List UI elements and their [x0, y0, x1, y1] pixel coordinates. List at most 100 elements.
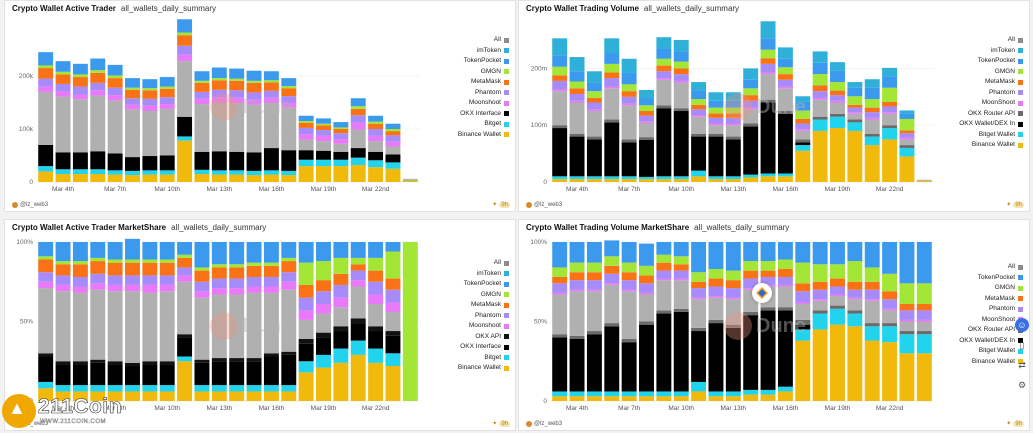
bar-segment [743, 389, 759, 395]
bar-segment [639, 292, 654, 295]
bar-segment [350, 257, 366, 265]
bar-segment [656, 65, 672, 72]
bar-segment [812, 299, 828, 301]
bar-segment [350, 157, 366, 166]
bar-segment [639, 105, 654, 112]
query-name[interactable]: all_wallets_daily_summary [643, 4, 740, 13]
query-name[interactable]: all_wallets_daily_summary [171, 223, 267, 232]
legend-item[interactable]: TokenPocket [959, 56, 1023, 67]
legend-item[interactable]: Phantom [458, 311, 509, 322]
bar-segment [673, 74, 689, 81]
bar-segment [656, 262, 672, 271]
bar-segment [159, 291, 175, 362]
legend-item[interactable]: OKX Wallet/DEX In [959, 119, 1023, 130]
bar-segment [673, 80, 689, 83]
legend-swatch [504, 79, 509, 85]
legend-item[interactable]: MetaMask [458, 77, 509, 88]
author-link[interactable]: @lz_web3 [526, 202, 562, 208]
legend-item[interactable]: OKX Router API [959, 109, 1023, 120]
bar-segment [604, 176, 620, 180]
legend-item[interactable]: TokenPocket [458, 279, 509, 290]
bar-segment [298, 297, 314, 311]
legend-item[interactable]: GMGN [959, 67, 1023, 78]
overlay-app-icon[interactable] [752, 283, 772, 303]
legend-item[interactable]: Moonshoot [458, 98, 509, 109]
legend-label: OKX Interface [460, 109, 501, 117]
assistant-icon[interactable]: ☺ [1015, 318, 1029, 332]
legend-item[interactable]: Phantom [959, 88, 1023, 99]
site-logo[interactable]: ▲ 211Coin WWW.211COIN.COM [0, 392, 150, 430]
legend-item[interactable]: TokenPocket [959, 273, 1023, 284]
bar-segment [177, 136, 193, 141]
bar-segment [812, 97, 828, 100]
refresh-badge: ✦ 9h [492, 201, 510, 208]
bar-segment [760, 176, 776, 182]
bar-segment [830, 116, 845, 129]
legend-item[interactable]: All [959, 262, 1023, 273]
y-tick-label: 0 [543, 398, 547, 405]
legend-item[interactable]: TokenPocket [458, 56, 509, 67]
query-name[interactable]: all_wallets_daily_summary [694, 223, 790, 232]
bar-segment [899, 353, 915, 401]
legend-item[interactable]: MetaMask [959, 294, 1023, 305]
bar-segment [882, 273, 898, 292]
bar-segment [639, 90, 654, 99]
legend-item[interactable]: All [959, 35, 1023, 46]
legend-item[interactable]: Moonshoot [458, 321, 509, 332]
bar-segment [673, 280, 689, 309]
bar-segment [246, 152, 262, 171]
legend-item[interactable]: OKX Interface [458, 342, 509, 353]
bar-segment [812, 130, 828, 182]
legend-item[interactable]: Bitget [458, 353, 509, 364]
bar-segment [586, 71, 602, 83]
legend-item[interactable]: OKX API [458, 332, 509, 343]
bar-segment [604, 284, 620, 324]
translate-icon[interactable]: ⇄ [1018, 359, 1026, 370]
legend-swatch [1018, 69, 1023, 75]
legend-item[interactable]: MetaMask [458, 300, 509, 311]
legend-item[interactable]: Bitget Wallet [959, 130, 1023, 141]
legend-item[interactable]: Binance Wallet [959, 140, 1023, 151]
legend-item[interactable]: Bitget Wallet [959, 346, 1023, 357]
bar-segment [142, 79, 158, 89]
bar-segment [263, 262, 279, 266]
author-link[interactable]: @lz_web3 [12, 202, 48, 208]
legend-item[interactable]: GMGN [458, 67, 509, 78]
bar-segment [55, 83, 71, 92]
legend-item[interactable]: OKX Wallet/DEX In [959, 336, 1023, 347]
settings-icon[interactable]: ⚙ [1017, 379, 1027, 390]
legend-item[interactable]: OKX Interface [458, 109, 509, 120]
legend-label: GMGN [480, 67, 501, 75]
bar-segment [743, 109, 759, 124]
bar-segment [107, 153, 123, 171]
bar-segment [55, 174, 71, 182]
legend-item[interactable]: imToken [959, 46, 1023, 57]
legend-item[interactable]: GMGN [458, 290, 509, 301]
author-link[interactable]: @lz_web3 [526, 421, 562, 427]
bar-segment [760, 21, 776, 39]
legend-item[interactable]: imToken [458, 46, 509, 57]
legend-item[interactable]: All [458, 258, 509, 269]
legend-item[interactable]: Binance Wallet [458, 363, 509, 374]
legend-item[interactable]: GMGN [959, 283, 1023, 294]
bar-segment [350, 148, 366, 158]
legend-item[interactable]: All [458, 35, 509, 46]
bar-segment [107, 242, 123, 260]
y-tick-label: 100k [19, 126, 34, 133]
legend-item[interactable]: Binance Wallet [458, 130, 509, 141]
legend-item[interactable]: imToken [458, 269, 509, 280]
legend-item[interactable]: Phantom [458, 88, 509, 99]
bar-segment [743, 79, 759, 89]
legend-item[interactable]: MetaMask [959, 77, 1023, 88]
bar-segment [743, 95, 759, 101]
bar-segment [673, 68, 689, 75]
legend-swatch [1018, 275, 1023, 281]
legend-item[interactable]: MoonShoot [959, 98, 1023, 109]
legend-item[interactable]: Phantom [959, 304, 1023, 315]
bar-segment [552, 55, 568, 67]
legend-item[interactable]: Bitget [458, 119, 509, 130]
x-tick-label: Mar 7th [618, 186, 640, 193]
query-name[interactable]: all_wallets_daily_summary [120, 4, 217, 13]
book-icon[interactable]: ▯ [1019, 339, 1025, 350]
legend-item[interactable]: Binance Wallet [959, 357, 1023, 368]
